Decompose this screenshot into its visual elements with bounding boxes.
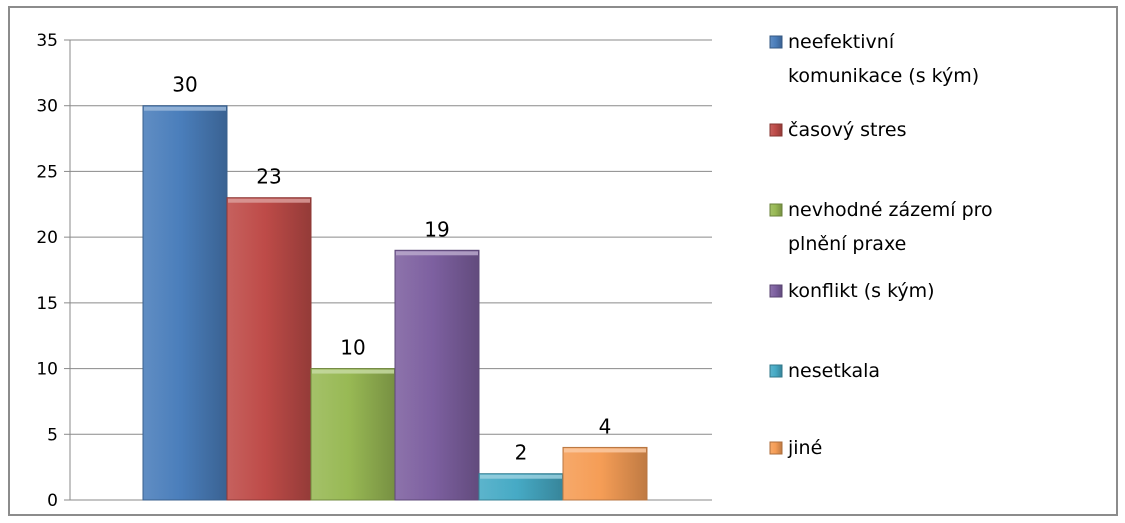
- bar-highlight: [228, 198, 310, 203]
- y-tick-label-10: 10: [36, 360, 58, 380]
- bar-highlight: [480, 474, 562, 479]
- bar-highlight: [144, 106, 226, 111]
- bar-body: [310, 368, 396, 501]
- legend-label: komunikace (s kým): [788, 65, 979, 87]
- legend-label: neefektivní: [788, 31, 895, 53]
- legend-item-2: časový stres: [769, 119, 906, 141]
- legend-label: nevhodné zázemí pro: [788, 199, 993, 221]
- legend-label: jiné: [787, 437, 822, 459]
- bar-1: [142, 105, 228, 501]
- legend-swatch: [769, 35, 783, 49]
- data-label-1: 30: [172, 73, 197, 97]
- y-tick-label-25: 25: [36, 162, 58, 182]
- legend-item-5: nesetkala: [769, 360, 880, 382]
- y-tick-label-5: 5: [47, 425, 58, 445]
- data-labels: 30 23 10 19 2 4: [172, 73, 611, 465]
- bar-body: [394, 249, 480, 501]
- bar-3: [310, 368, 396, 501]
- legend-label: konflikt (s kým): [788, 280, 935, 302]
- legend-item-6: jiné: [769, 437, 822, 459]
- legend-swatch: [769, 364, 783, 378]
- legend-item-4: konflikt (s kým): [769, 280, 935, 302]
- bar-4: [394, 249, 480, 501]
- legend-swatch: [769, 284, 783, 298]
- bar-5: [478, 473, 564, 501]
- legend: neefektivní komunikace (s kým) časový stre…: [769, 31, 993, 459]
- y-tick-label-0: 0: [47, 491, 58, 511]
- bar-6: [562, 446, 648, 501]
- legend-label: nesetkala: [788, 360, 880, 382]
- legend-swatch: [769, 123, 783, 137]
- legend-label: časový stres: [788, 119, 906, 141]
- data-label-2: 23: [256, 165, 281, 189]
- bar-highlight: [396, 251, 478, 256]
- data-label-4: 19: [424, 217, 449, 241]
- y-tick-label-30: 30: [36, 97, 58, 117]
- bar-body: [562, 446, 648, 501]
- legend-swatch: [769, 441, 783, 455]
- y-tick-label-15: 15: [36, 294, 58, 314]
- bar-2: [226, 197, 312, 501]
- bars: [142, 105, 648, 501]
- y-axis: 0 5 10 15 20 25 30 35: [36, 31, 71, 511]
- legend-label: plnění praxe: [788, 233, 906, 255]
- legend-swatch: [769, 203, 783, 217]
- bar-highlight: [312, 369, 394, 374]
- y-tick-label-35: 35: [36, 31, 58, 51]
- y-tick-label-20: 20: [36, 228, 58, 248]
- data-label-5: 2: [515, 441, 528, 465]
- legend-item-3: nevhodné zázemí pro plnění praxe: [769, 199, 993, 255]
- bar-body: [226, 197, 312, 501]
- data-label-6: 4: [599, 414, 612, 438]
- bar-highlight: [564, 448, 646, 453]
- bar-body: [142, 105, 228, 501]
- data-label-3: 10: [340, 336, 365, 360]
- legend-item-1: neefektivní komunikace (s kým): [769, 31, 979, 87]
